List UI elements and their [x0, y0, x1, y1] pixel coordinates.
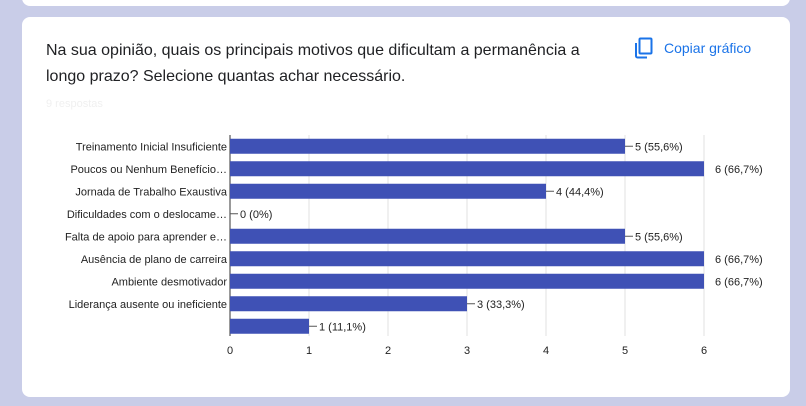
bar — [230, 138, 625, 154]
x-tick-label: 5 — [622, 345, 628, 357]
category-label: Liderança ausente ou ineficiente — [69, 299, 227, 311]
category-label: Ausência de plano de carreira — [81, 254, 228, 266]
bar — [230, 183, 546, 199]
bar — [230, 318, 309, 334]
copy-chart-label: Copiar gráfico — [664, 40, 752, 56]
x-tick-label: 1 — [306, 345, 312, 357]
category-label: Dificuldades com o deslocame… — [67, 209, 227, 221]
category-label: Ambiente desmotivador — [111, 276, 227, 288]
bar — [230, 228, 625, 244]
question-title: Na sua opinião, quais os principais moti… — [46, 42, 580, 85]
value-label: 5 (55,6%) — [635, 141, 683, 153]
previous-card — [22, 0, 790, 6]
copy-chart-button[interactable]: Copiar gráfico — [634, 35, 751, 61]
x-tick-label: 6 — [701, 345, 707, 357]
bar — [230, 161, 704, 177]
value-label: 6 (66,7%) — [715, 276, 763, 288]
bar — [230, 251, 704, 267]
value-label: 6 (66,7%) — [715, 164, 763, 176]
category-label: Poucos ou Nenhum Benefício… — [70, 164, 227, 176]
value-label: 5 (55,6%) — [635, 231, 683, 243]
x-tick-label: 3 — [464, 345, 470, 357]
copy-icon — [634, 37, 654, 59]
question-card: Na sua opinião, quais os principais moti… — [22, 17, 790, 397]
bar — [230, 273, 704, 289]
value-label: 1 (11,1%) — [319, 321, 366, 333]
value-label: 4 (44,4%) — [556, 186, 604, 198]
category-label: Jornada de Trabalho Exaustiva — [75, 186, 228, 198]
value-label: 0 (0%) — [240, 209, 272, 221]
value-label: 6 (66,7%) — [715, 254, 763, 266]
x-tick-label: 4 — [543, 345, 549, 357]
value-label: 3 (33,3%) — [477, 299, 525, 311]
bar — [230, 296, 467, 312]
response-count: 9 respostas — [46, 98, 103, 110]
category-label: Falta de apoio para aprender e… — [65, 231, 227, 243]
bar-chart: Treinamento Inicial Insuficiente 5 (55,6%… — [65, 135, 763, 357]
category-label: Treinamento Inicial Insuficiente — [76, 141, 227, 153]
x-tick-label: 0 — [227, 345, 233, 357]
x-tick-label: 2 — [385, 345, 391, 357]
